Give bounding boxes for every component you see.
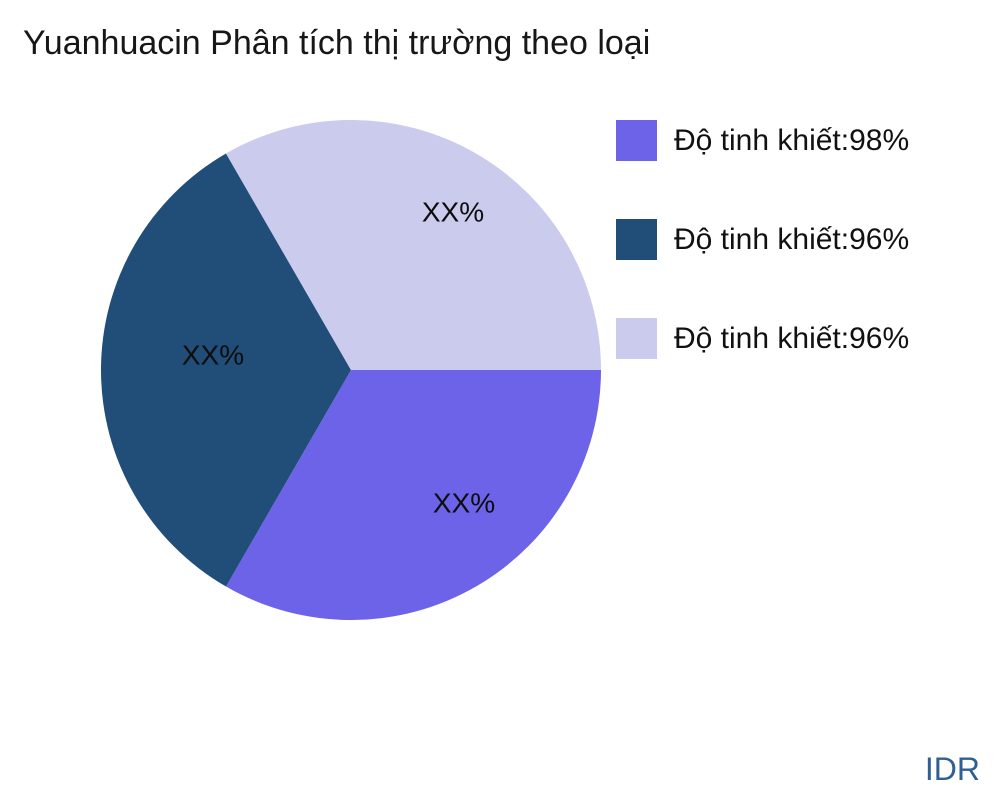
legend-label-2: Độ tinh khiết:96% — [674, 222, 910, 256]
legend-swatch-2 — [616, 219, 657, 260]
slice-label-2: XX% — [182, 340, 244, 371]
legend-label-3: Độ tinh khiết:96% — [674, 321, 910, 355]
legend-swatch-3 — [616, 318, 657, 359]
chart-title: Yuanhuacin Phân tích thị trường theo loạ… — [23, 24, 651, 62]
legend: Độ tinh khiết:98% Độ tinh khiết:96% Độ tin… — [616, 120, 909, 359]
legend-item-1: Độ tinh khiết:98% — [616, 120, 909, 161]
pie-slice-3 — [226, 120, 601, 370]
slice-label-1: XX% — [433, 488, 495, 519]
legend-label-1: Độ tinh khiết:98% — [674, 123, 910, 157]
pie-slice-2 — [101, 153, 351, 587]
legend-swatch-1 — [616, 120, 657, 161]
pie-slice-1 — [226, 370, 601, 620]
pie-chart: XX% XX% XX% — [101, 120, 601, 620]
legend-item-2: Độ tinh khiết:96% — [616, 219, 909, 260]
watermark-idr: IDR — [924, 751, 980, 787]
slice-label-3: XX% — [422, 197, 484, 228]
legend-item-3: Độ tinh khiết:96% — [616, 318, 909, 359]
